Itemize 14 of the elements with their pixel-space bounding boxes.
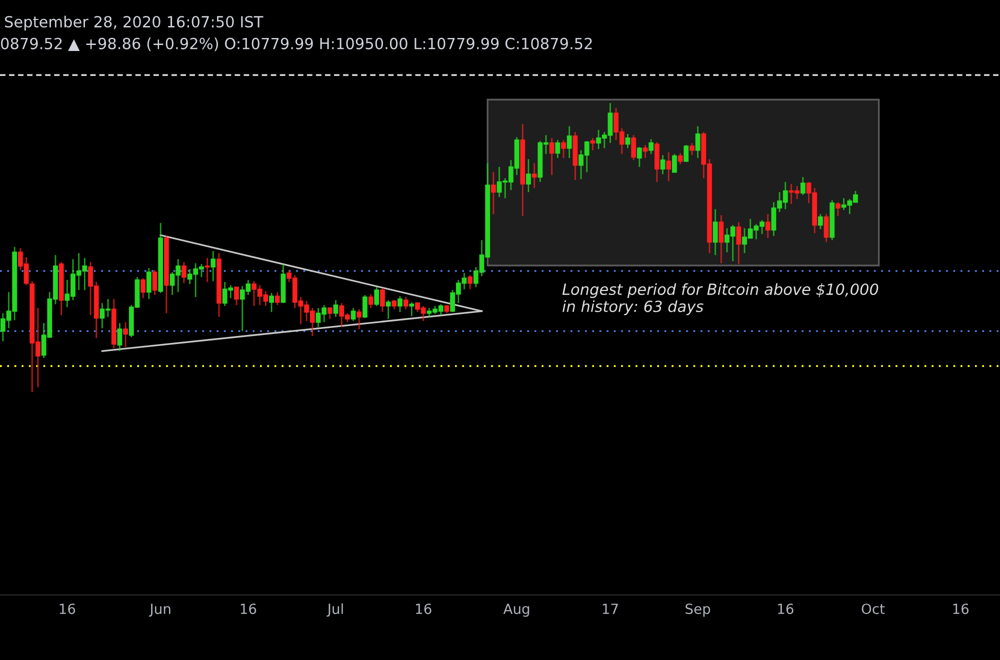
x-tick-label: Jun <box>149 604 170 617</box>
x-tick-label: Sep <box>686 604 710 617</box>
x-tick-label: 16 <box>778 604 794 614</box>
text: 0879.52 ▲ +98.86 (+0.92%) O:10779.99 H:10950.00 L:10779.99 C:10879.52 <box>1 38 592 52</box>
x-tick-label: 16 <box>416 604 432 614</box>
x-tick-label: Jul <box>326 603 343 617</box>
x-tick-label: 16 <box>953 604 969 614</box>
text: September 28, 2020 16:07:50 IST <box>5 16 264 30</box>
x-tick-label: Oct <box>862 604 885 614</box>
x-tick-label: 16 <box>60 604 76 614</box>
x-tick-label: Aug <box>503 604 530 617</box>
x-tick-label: 17 <box>602 604 618 614</box>
x-tick-label: 16 <box>240 604 256 614</box>
annotation: Longest period for Bitcoin above $10,000 in history: 63 days <box>562 283 878 316</box>
